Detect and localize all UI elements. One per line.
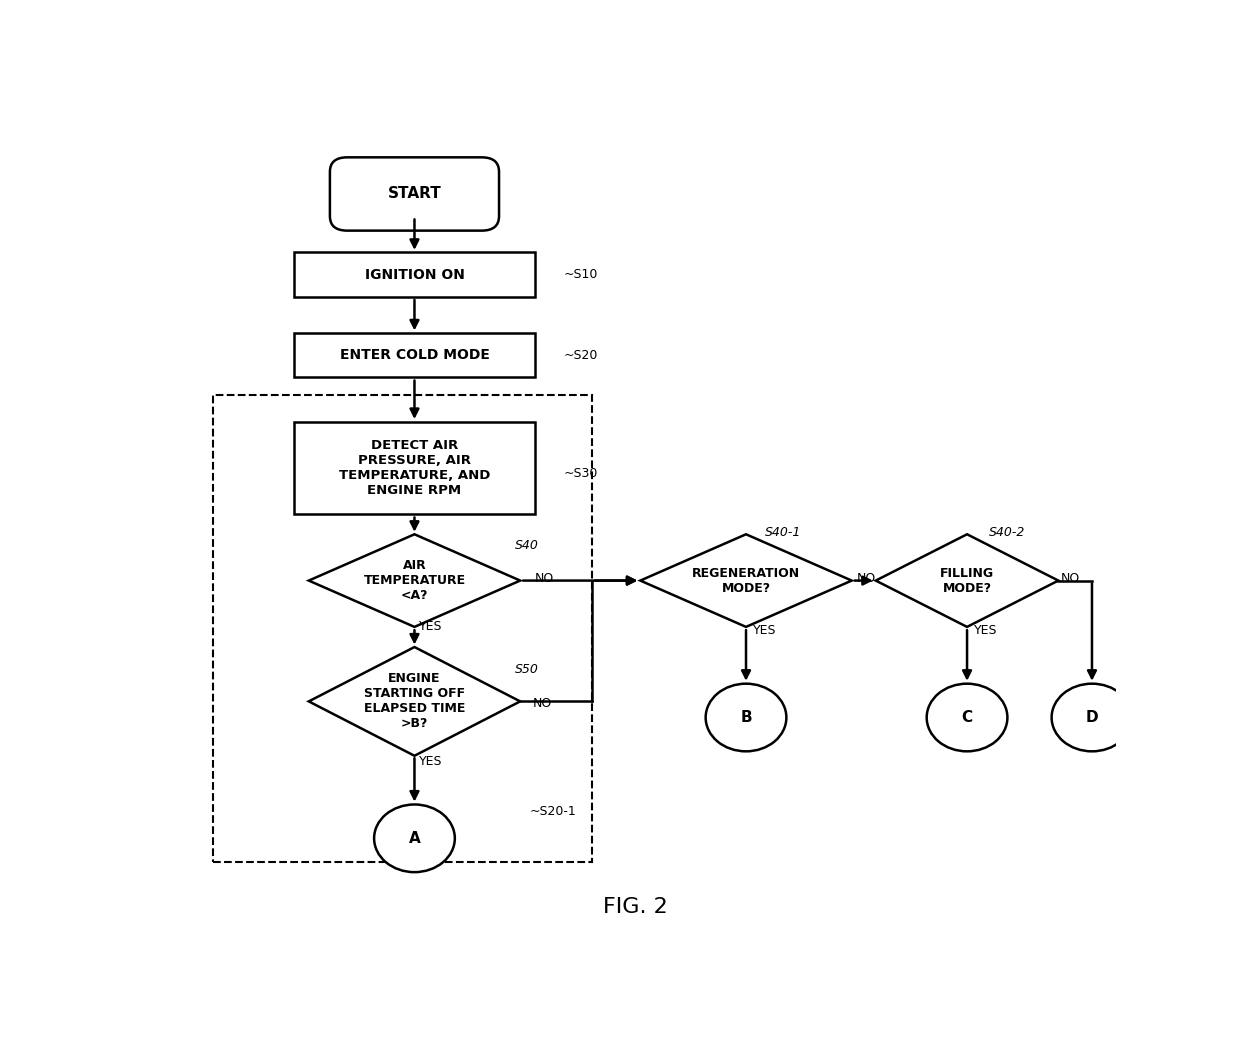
FancyBboxPatch shape xyxy=(330,157,498,230)
Text: YES: YES xyxy=(419,620,443,633)
Text: S40: S40 xyxy=(516,540,539,552)
Text: S40-1: S40-1 xyxy=(765,526,801,539)
Text: ~S20-1: ~S20-1 xyxy=(529,805,577,818)
Text: ENGINE
STARTING OFF
ELAPSED TIME
>B?: ENGINE STARTING OFF ELAPSED TIME >B? xyxy=(363,673,465,730)
Text: NO: NO xyxy=(1060,572,1080,585)
Text: ~S10: ~S10 xyxy=(563,268,598,281)
Text: IGNITION ON: IGNITION ON xyxy=(365,268,465,281)
Text: DETECT AIR
PRESSURE, AIR
TEMPERATURE, AND
ENGINE RPM: DETECT AIR PRESSURE, AIR TEMPERATURE, AN… xyxy=(339,439,490,497)
Text: NO: NO xyxy=(534,572,554,585)
Bar xyxy=(294,422,534,515)
Polygon shape xyxy=(640,535,852,627)
Circle shape xyxy=(374,804,455,872)
Text: B: B xyxy=(740,710,751,725)
Bar xyxy=(294,252,534,297)
Polygon shape xyxy=(875,535,1058,627)
Circle shape xyxy=(706,684,786,751)
Text: YES: YES xyxy=(973,624,997,637)
Text: NO: NO xyxy=(533,697,552,709)
Text: S40-2: S40-2 xyxy=(990,526,1025,539)
Circle shape xyxy=(1052,684,1132,751)
Polygon shape xyxy=(309,647,521,756)
Text: D: D xyxy=(1086,710,1099,725)
Text: ENTER COLD MODE: ENTER COLD MODE xyxy=(340,348,490,362)
Text: YES: YES xyxy=(753,624,776,637)
Text: START: START xyxy=(388,186,441,202)
Text: ~S30: ~S30 xyxy=(563,467,598,480)
Text: S50: S50 xyxy=(516,663,539,676)
Bar xyxy=(294,333,534,378)
Bar xyxy=(213,395,593,863)
Text: NO: NO xyxy=(857,572,875,585)
Circle shape xyxy=(926,684,1007,751)
Text: A: A xyxy=(409,831,420,846)
Text: REGENERATION
MODE?: REGENERATION MODE? xyxy=(692,567,800,594)
Polygon shape xyxy=(309,535,521,627)
Text: FILLING
MODE?: FILLING MODE? xyxy=(940,567,994,594)
Text: ~S20: ~S20 xyxy=(563,348,598,362)
Text: AIR
TEMPERATURE
<A?: AIR TEMPERATURE <A? xyxy=(363,559,465,602)
Text: YES: YES xyxy=(419,755,443,769)
Text: C: C xyxy=(961,710,972,725)
Text: FIG. 2: FIG. 2 xyxy=(603,896,668,916)
